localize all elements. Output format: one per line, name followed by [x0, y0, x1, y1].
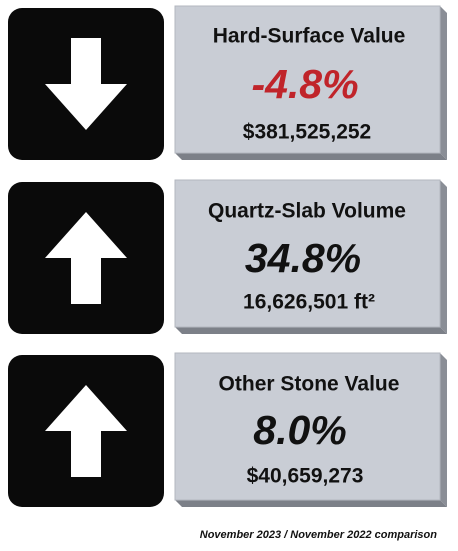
card-row [8, 5, 447, 160]
card [174, 179, 441, 328]
card [174, 352, 441, 501]
card-change: 8.0% [253, 407, 346, 453]
bevel [440, 6, 447, 160]
arrow-up [45, 212, 127, 304]
card-title: Quartz-Slab Volume [208, 200, 406, 223]
card [174, 5, 441, 154]
card-title: Hard-Surface Value [213, 25, 406, 48]
card-value: 16,626,501 ft² [243, 291, 375, 314]
bevel [175, 500, 447, 507]
arrow-down [45, 38, 127, 130]
bevel [440, 353, 447, 507]
card-value: $381,525,252 [243, 121, 371, 144]
footnote: November 2023 / November 2022 comparison [200, 529, 438, 541]
bevel [440, 180, 447, 334]
card-value: $40,659,273 [247, 465, 364, 488]
bevel [175, 327, 447, 334]
card-title: Other Stone Value [219, 373, 400, 396]
card-change: -4.8% [251, 61, 358, 107]
card-row [8, 352, 447, 507]
card-change: 34.8% [245, 235, 361, 281]
arrow-up [45, 385, 127, 477]
bevel [175, 153, 447, 160]
card-row [8, 179, 447, 334]
